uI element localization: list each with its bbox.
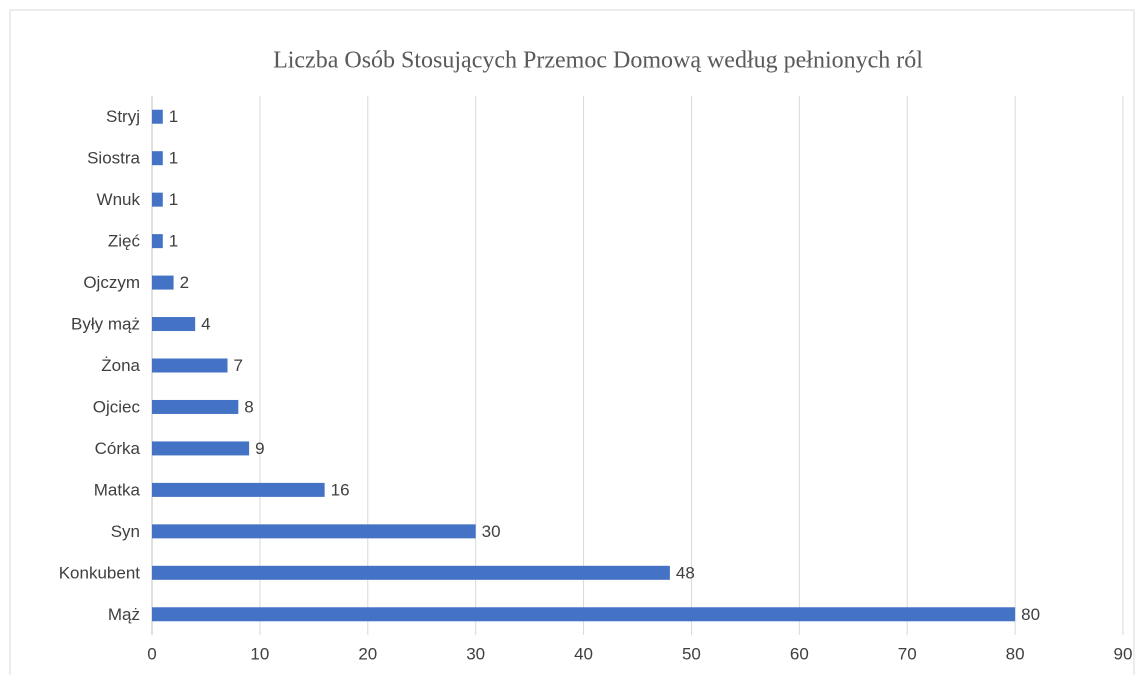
bar <box>152 358 228 373</box>
data-label: 1 <box>169 149 178 168</box>
bar <box>152 109 163 124</box>
bar <box>152 317 196 332</box>
y-tick-label: Córka <box>95 439 141 458</box>
y-tick-label: Ojczym <box>83 273 140 292</box>
x-tick-label: 30 <box>466 644 485 663</box>
y-tick-label: Mąż <box>108 605 140 624</box>
y-tick-label: Konkubent <box>59 563 141 582</box>
x-tick-label: 70 <box>898 644 917 663</box>
data-label: 16 <box>331 480 350 499</box>
y-tick-label: Zięć <box>108 232 141 251</box>
data-label: 1 <box>169 232 178 251</box>
bar <box>152 441 250 456</box>
bar <box>152 151 163 166</box>
x-tick-label: 20 <box>358 644 377 663</box>
data-label: 48 <box>676 563 695 582</box>
bar <box>152 607 1016 622</box>
y-tick-label: Siostra <box>87 149 140 168</box>
y-tick-label: Stryj <box>106 107 140 126</box>
bar <box>152 482 325 497</box>
x-tick-label: 10 <box>250 644 269 663</box>
data-label: 30 <box>482 522 501 541</box>
data-label: 1 <box>169 190 178 209</box>
x-tick-label: 80 <box>1006 644 1025 663</box>
y-tick-label: Wnuk <box>97 190 141 209</box>
data-label: 8 <box>244 397 253 416</box>
data-label: 80 <box>1021 605 1040 624</box>
chart-title: Liczba Osób Stosujących Przemoc Domową w… <box>273 48 923 74</box>
x-tick-label: 50 <box>682 644 701 663</box>
y-tick-label: Syn <box>111 522 140 541</box>
data-label: 7 <box>234 356 243 375</box>
bar <box>152 275 174 290</box>
data-label: 4 <box>201 315 210 334</box>
x-tick-label: 90 <box>1114 644 1133 663</box>
bar <box>152 524 476 539</box>
x-tick-label: 0 <box>147 644 156 663</box>
y-tick-label: Ojciec <box>93 397 141 416</box>
y-tick-label: Matka <box>94 480 141 499</box>
y-tick-label: Były mąż <box>71 315 140 334</box>
bar <box>152 192 163 207</box>
x-tick-label: 40 <box>574 644 593 663</box>
data-label: 9 <box>255 439 264 458</box>
bar <box>152 565 670 580</box>
x-tick-label: 60 <box>790 644 809 663</box>
bar <box>152 399 239 414</box>
data-label: 1 <box>169 107 178 126</box>
data-label: 2 <box>180 273 189 292</box>
y-tick-label: Żona <box>101 356 140 375</box>
bar <box>152 234 163 249</box>
